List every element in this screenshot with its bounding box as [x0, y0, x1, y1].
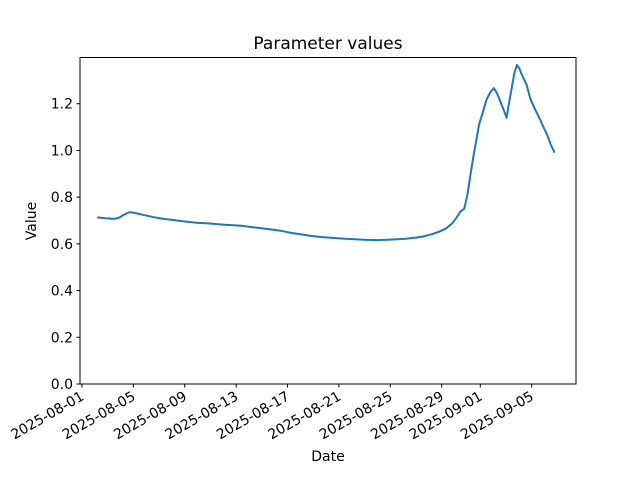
data-line [97, 64, 556, 242]
y-tick-label: 1.0 [51, 143, 73, 159]
x-axis-label: Date [311, 449, 345, 465]
y-tick-label: 0.8 [51, 190, 73, 206]
y-tick-label: 1.2 [51, 97, 73, 113]
plot-border [79, 57, 577, 385]
y-tick-label: 0.0 [51, 377, 73, 393]
y-tick-label: 0.4 [51, 284, 73, 300]
chart-title: Parameter values [253, 34, 403, 54]
y-tick-label: 0.2 [51, 330, 73, 346]
y-tick-label: 0.6 [51, 237, 73, 253]
